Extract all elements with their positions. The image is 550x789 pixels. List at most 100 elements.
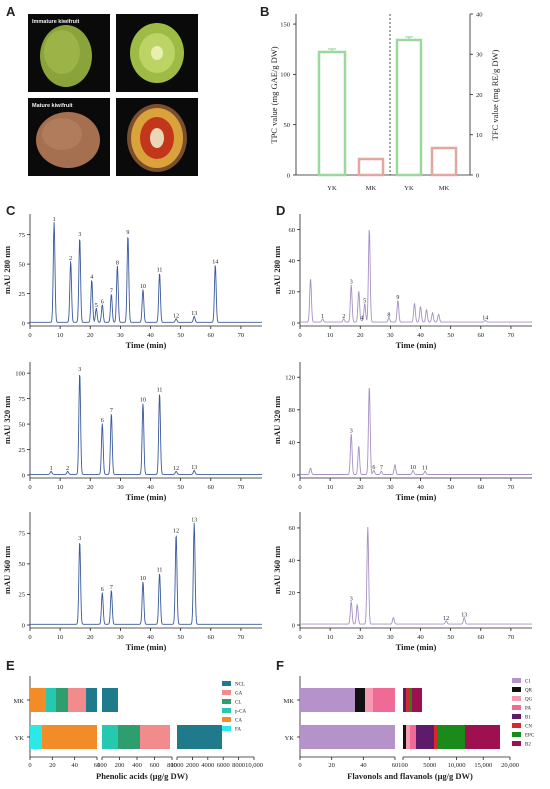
y-tick: 0 xyxy=(292,472,295,479)
y-tick: 120 xyxy=(285,375,295,382)
x-tick: 50 xyxy=(177,332,184,339)
peak-label: 3 xyxy=(78,232,81,238)
peak-label: 2 xyxy=(342,314,345,320)
panel-label-e: E xyxy=(6,658,15,673)
peak-label: 12 xyxy=(173,313,179,319)
peak-label: 6 xyxy=(372,465,375,471)
legend-swatch xyxy=(512,705,521,710)
legend-swatch xyxy=(222,699,231,704)
x-tick: 10 xyxy=(327,484,334,491)
f-x-tick: 5000 xyxy=(423,762,436,769)
tfc-bar-yk xyxy=(395,36,423,177)
peak-label: 9 xyxy=(396,295,399,301)
x-tick: 20 xyxy=(357,332,364,339)
x-tick: 20 xyxy=(357,634,364,641)
y-tick: 20 xyxy=(289,590,296,597)
peak-label: 1 xyxy=(321,314,324,320)
peak-label: 10 xyxy=(410,465,416,471)
b-right-tick: 0 xyxy=(476,172,479,179)
x-tick: 30 xyxy=(387,484,394,491)
peak-label: 6 xyxy=(101,587,104,593)
x-tick: 20 xyxy=(357,484,364,491)
chromatogram-trace xyxy=(300,229,532,323)
b-ylabel-left: TPC value (mg GAE/g DW) xyxy=(269,46,279,143)
b-left-tick: 50 xyxy=(284,122,291,129)
peak-label: 7 xyxy=(110,585,113,591)
f-x-tick: 60 xyxy=(392,762,399,769)
legend-label: B2 xyxy=(525,743,531,748)
e-x-tick: 20 xyxy=(49,762,56,769)
peak-label: 1 xyxy=(53,217,56,223)
y-axis-label: mAU 320 nm xyxy=(272,396,282,444)
peak-label: 12 xyxy=(173,466,179,472)
peak-label: 8 xyxy=(116,260,119,266)
x-tick: 30 xyxy=(117,332,124,339)
e-x-tick: 4000 xyxy=(201,762,214,769)
y-axis-label: mAU 280 nm xyxy=(2,246,12,294)
tpc-bar-yk xyxy=(317,48,347,177)
b-cat-1: YK xyxy=(327,185,337,192)
x-tick: 70 xyxy=(508,484,515,491)
peak-label: 12 xyxy=(443,616,449,622)
x-tick: 60 xyxy=(478,332,485,339)
peak-label: 9 xyxy=(126,230,129,236)
legend-swatch xyxy=(222,726,231,731)
peak-label: 7 xyxy=(110,289,113,295)
y-axis-label: mAU 360 nm xyxy=(2,546,12,594)
x-tick: 60 xyxy=(208,484,215,491)
y-tick: 0 xyxy=(22,622,25,629)
peak-label: 3 xyxy=(78,536,81,542)
legend-label: PA xyxy=(525,707,531,712)
peak-label: 3 xyxy=(350,280,353,286)
panel-label-c: C xyxy=(6,203,16,218)
tpc-bar-mk xyxy=(357,157,385,177)
peak-label: 10 xyxy=(140,398,146,404)
x-tick: 40 xyxy=(417,332,424,339)
x-axis-label: Time (min) xyxy=(126,340,167,350)
e-x-tick: 400 xyxy=(132,762,142,769)
legend-swatch xyxy=(512,687,521,692)
x-tick: 20 xyxy=(87,634,94,641)
x-tick: 10 xyxy=(57,484,64,491)
x-tick: 70 xyxy=(238,634,245,641)
e-x-tick: 10,000 xyxy=(245,762,263,769)
chromatogram-c3: 0 25 50 75 0 10 20 30 40 50 60 70 Time (min) mAU 360 … xyxy=(2,512,262,652)
peak-label: 3 xyxy=(78,367,81,373)
b-cat-2: MK xyxy=(366,185,377,192)
peak-label: 6 xyxy=(101,299,104,305)
y-tick: 80 xyxy=(289,407,296,414)
panel-label-f: F xyxy=(276,658,284,673)
y-tick: 25 xyxy=(19,291,26,298)
chromatogram-trace xyxy=(300,526,532,625)
legend-swatch xyxy=(512,723,521,728)
peak-label: 1 xyxy=(50,466,53,472)
e-x-tick: 6000 xyxy=(217,762,230,769)
y-axis-label: mAU 280 nm xyxy=(272,246,282,294)
x-axis-label: Time (min) xyxy=(396,340,437,350)
legend-label: EPC xyxy=(525,734,535,739)
f-xlabel: Flavonols and flavanols (μg/g DW) xyxy=(347,771,473,781)
b-cat-3: YK xyxy=(404,185,414,192)
y-tick: 0 xyxy=(22,320,25,327)
legend-swatch xyxy=(512,714,521,719)
legend-swatch xyxy=(222,681,231,686)
peak-label: 14 xyxy=(212,259,218,265)
chromatogram-d1: 0 20 40 60 0 10 20 30 40 50 60 70 Time (min) mAU 280 … xyxy=(272,214,532,350)
y-axis-label: mAU 320 nm xyxy=(2,396,12,444)
x-tick: 40 xyxy=(147,332,154,339)
x-tick: 40 xyxy=(417,634,424,641)
panel-label-b: B xyxy=(260,4,269,19)
x-tick: 60 xyxy=(478,484,485,491)
chromatogram-trace xyxy=(30,375,262,475)
e-row-mk: MK xyxy=(14,698,25,705)
f-x-tick: 100 xyxy=(398,762,408,769)
x-tick: 50 xyxy=(177,484,184,491)
legend-label: GA xyxy=(235,692,243,697)
y-tick: 50 xyxy=(19,421,26,428)
x-tick: 50 xyxy=(447,332,454,339)
peak-label: 13 xyxy=(191,518,197,524)
peak-label: 7 xyxy=(110,408,113,414)
y-axis-label: mAU 360 nm xyxy=(272,546,282,594)
x-tick: 50 xyxy=(447,634,454,641)
